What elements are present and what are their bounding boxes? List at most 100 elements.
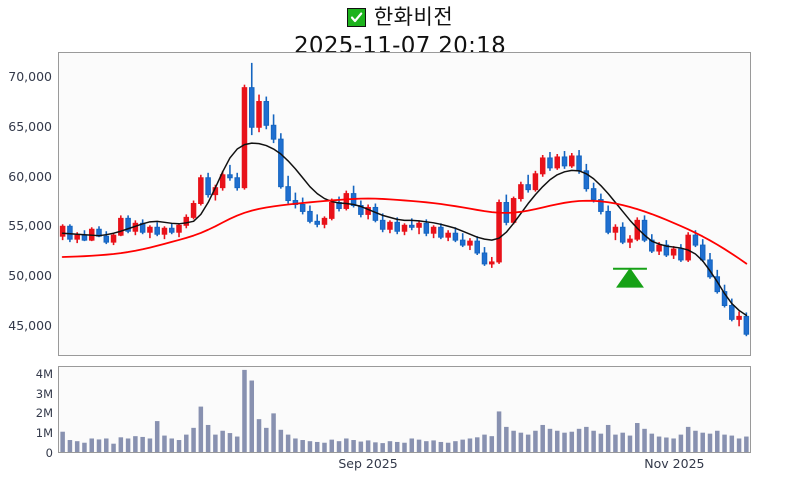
- candlestick: [343, 190, 350, 211]
- volume-bar: [154, 421, 160, 452]
- candlestick: [103, 231, 110, 245]
- volume-bar: [133, 436, 138, 452]
- candlestick: [627, 235, 633, 249]
- candlestick: [256, 94, 262, 133]
- volume-bar: [613, 434, 618, 452]
- buy-marker-icon[interactable]: [613, 267, 647, 288]
- volume-bar: [271, 413, 276, 452]
- volume-bar: [285, 434, 291, 452]
- volume-bar: [707, 433, 713, 452]
- volume-bar: [365, 440, 371, 452]
- candlestick-plot: [59, 62, 750, 337]
- volume-bar: [678, 434, 684, 452]
- volume-bar: [460, 439, 465, 452]
- volume-bar: [293, 438, 298, 452]
- volume-bar: [198, 406, 204, 452]
- volume-plot: [60, 369, 749, 452]
- price-tick-label: 65,000: [8, 118, 52, 134]
- price-tick-label: 70,000: [8, 68, 52, 84]
- candlestick: [125, 215, 131, 234]
- volume-bar: [373, 442, 378, 452]
- candlestick: [583, 163, 590, 192]
- volume-bar: [744, 436, 749, 452]
- volume-tick-label: 4M: [35, 366, 53, 381]
- candlestick: [452, 227, 459, 243]
- volume-bar: [416, 439, 422, 452]
- candlestick: [198, 174, 204, 206]
- volume-bar: [576, 428, 582, 452]
- volume-bar: [402, 442, 407, 452]
- price-tick-label: 60,000: [8, 168, 52, 184]
- volume-bar: [554, 430, 560, 452]
- volume-bar: [496, 411, 502, 452]
- candlestick: [270, 114, 277, 144]
- candlestick: [590, 182, 597, 203]
- candlestick: [547, 152, 553, 171]
- volume-bar: [264, 427, 269, 452]
- price-tick-label: 45,000: [8, 318, 52, 334]
- moving-average-line: [61, 197, 748, 265]
- volume-bar: [74, 441, 80, 452]
- volume-bar: [176, 440, 182, 452]
- candlestick: [678, 244, 684, 262]
- candlestick: [365, 204, 371, 220]
- candlestick: [205, 172, 211, 198]
- candlestick: [314, 214, 320, 228]
- candlestick: [605, 205, 611, 235]
- volume-bar: [380, 443, 385, 452]
- volume-bar: [685, 426, 691, 452]
- volume-bar: [664, 437, 669, 452]
- volume-bar: [213, 434, 218, 452]
- volume-tick-label: 1M: [35, 426, 53, 441]
- volume-bar: [307, 441, 313, 452]
- volume-bar: [482, 434, 487, 452]
- volume-bar: [649, 433, 655, 452]
- candlestick: [161, 226, 168, 240]
- price-tick-label: 55,000: [8, 218, 52, 234]
- volume-bar: [722, 434, 727, 452]
- candlestick: [561, 151, 568, 169]
- volume-bar: [598, 433, 604, 452]
- candlestick: [307, 205, 313, 224]
- candlestick: [88, 227, 95, 242]
- volume-bar: [533, 430, 538, 452]
- volume-bar: [227, 433, 233, 452]
- volume-bar: [104, 438, 109, 452]
- x-tick-label: Sep 2025: [338, 456, 398, 471]
- volume-bar: [249, 380, 255, 452]
- candlestick: [496, 199, 502, 264]
- volume-bar: [424, 441, 429, 452]
- volume-bar: [635, 423, 640, 452]
- candlestick: [539, 154, 546, 177]
- volume-bar: [693, 430, 698, 452]
- volume-bar: [489, 436, 495, 452]
- candlestick: [278, 133, 284, 189]
- volume-bar: [118, 437, 124, 452]
- volume-bar: [438, 441, 444, 452]
- volume-bar: [344, 438, 349, 452]
- candlestick: [467, 238, 473, 251]
- candlestick: [707, 253, 713, 279]
- volume-bar: [562, 432, 567, 452]
- volume-chart-panel[interactable]: [58, 366, 751, 453]
- volume-tick-label: 3M: [35, 386, 53, 401]
- title-row: 한화비전: [0, 2, 800, 32]
- volume-bar: [474, 437, 480, 452]
- volume-bar: [278, 429, 284, 452]
- candlestick: [154, 222, 160, 237]
- volume-bar: [234, 436, 240, 452]
- volume-bar: [700, 432, 705, 452]
- volume-bar: [358, 441, 364, 452]
- candlestick: [612, 224, 619, 241]
- candlestick: [569, 153, 575, 168]
- price-chart-panel[interactable]: [58, 52, 751, 356]
- candlestick: [110, 233, 117, 246]
- candlestick: [685, 232, 691, 262]
- volume-bar: [387, 441, 393, 452]
- candlestick: [438, 223, 444, 240]
- volume-bar: [125, 438, 131, 452]
- candlestick: [554, 153, 561, 170]
- candlestick: [299, 197, 306, 215]
- candlestick: [518, 181, 524, 202]
